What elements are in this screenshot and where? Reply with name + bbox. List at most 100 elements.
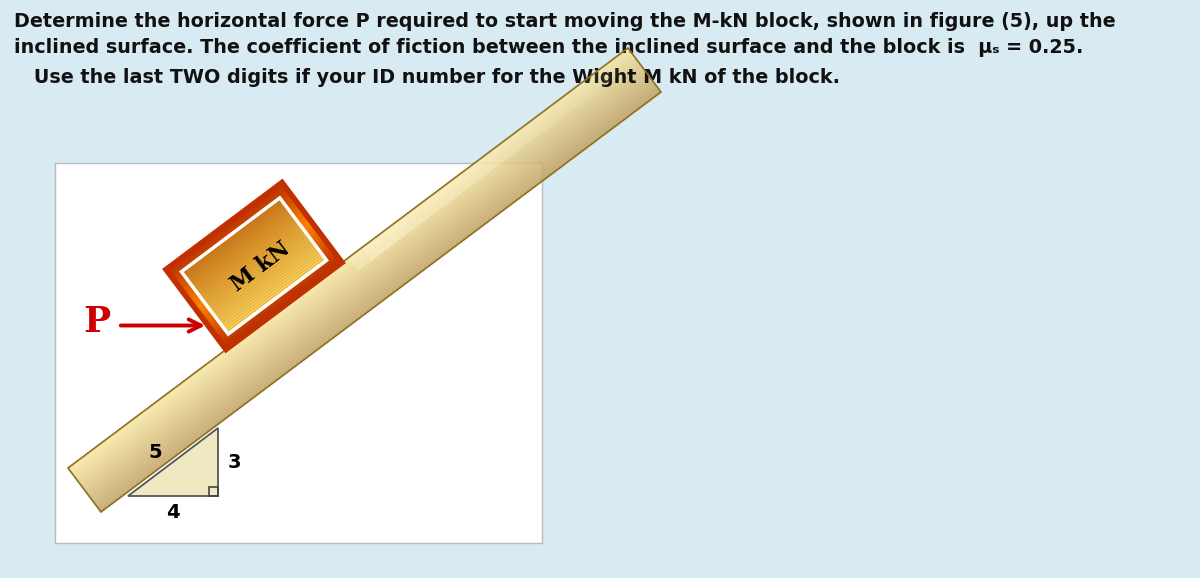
Polygon shape: [85, 71, 646, 491]
Polygon shape: [94, 83, 654, 503]
Polygon shape: [544, 90, 582, 124]
Polygon shape: [216, 244, 316, 320]
Text: Determine the horizontal force P required to start moving the M-kN block, shown : Determine the horizontal force P require…: [14, 12, 1116, 31]
Polygon shape: [76, 58, 636, 479]
Polygon shape: [82, 65, 642, 486]
Polygon shape: [77, 59, 637, 480]
Polygon shape: [488, 132, 526, 166]
Polygon shape: [184, 206, 301, 295]
Polygon shape: [73, 55, 634, 476]
Polygon shape: [166, 183, 342, 350]
Polygon shape: [78, 62, 640, 483]
Polygon shape: [217, 250, 335, 339]
Polygon shape: [216, 249, 334, 338]
Polygon shape: [70, 50, 630, 471]
Polygon shape: [95, 84, 655, 505]
Polygon shape: [200, 228, 318, 317]
Text: 5: 5: [148, 443, 162, 461]
Polygon shape: [390, 206, 428, 240]
Polygon shape: [212, 239, 312, 316]
Polygon shape: [188, 213, 306, 302]
Polygon shape: [175, 195, 293, 283]
Text: 4: 4: [166, 502, 180, 521]
Polygon shape: [77, 60, 637, 480]
Polygon shape: [474, 143, 512, 177]
Polygon shape: [205, 229, 305, 305]
Polygon shape: [74, 57, 635, 477]
Text: inclined surface. The coefficient of fiction between the inclined surface and th: inclined surface. The coefficient of fic…: [14, 38, 1084, 57]
Polygon shape: [212, 244, 330, 334]
Polygon shape: [193, 218, 311, 307]
Polygon shape: [205, 235, 323, 324]
Polygon shape: [558, 80, 596, 114]
Polygon shape: [82, 66, 642, 487]
Polygon shape: [77, 61, 638, 481]
Polygon shape: [362, 227, 400, 261]
Polygon shape: [98, 88, 659, 509]
Polygon shape: [83, 68, 643, 488]
Polygon shape: [348, 237, 386, 271]
Polygon shape: [84, 69, 644, 489]
Polygon shape: [178, 198, 295, 287]
Polygon shape: [192, 217, 310, 306]
Polygon shape: [169, 187, 287, 276]
Polygon shape: [71, 51, 631, 472]
Polygon shape: [90, 78, 652, 499]
Polygon shape: [76, 58, 636, 478]
Polygon shape: [78, 61, 638, 482]
Polygon shape: [376, 216, 414, 250]
Polygon shape: [100, 90, 660, 510]
Polygon shape: [418, 184, 456, 218]
Polygon shape: [223, 254, 324, 330]
Polygon shape: [204, 232, 322, 321]
Polygon shape: [224, 261, 342, 350]
Polygon shape: [181, 202, 299, 291]
Polygon shape: [211, 243, 329, 332]
Polygon shape: [200, 223, 300, 299]
Polygon shape: [180, 201, 298, 290]
Polygon shape: [190, 214, 307, 303]
Polygon shape: [202, 231, 319, 320]
Polygon shape: [222, 252, 322, 328]
Polygon shape: [88, 73, 648, 494]
Polygon shape: [86, 72, 647, 493]
Polygon shape: [187, 210, 305, 299]
Polygon shape: [202, 225, 301, 301]
Polygon shape: [404, 195, 442, 229]
Polygon shape: [211, 238, 311, 313]
Polygon shape: [168, 184, 286, 273]
Polygon shape: [516, 111, 554, 145]
Polygon shape: [217, 246, 317, 321]
Polygon shape: [208, 234, 308, 309]
Polygon shape: [432, 174, 470, 208]
Polygon shape: [74, 56, 635, 477]
Polygon shape: [170, 188, 288, 277]
Polygon shape: [206, 236, 324, 325]
Polygon shape: [187, 206, 288, 282]
Polygon shape: [166, 183, 283, 272]
Polygon shape: [97, 88, 659, 508]
Polygon shape: [572, 69, 610, 103]
Polygon shape: [198, 224, 314, 313]
Polygon shape: [460, 153, 498, 187]
Polygon shape: [95, 83, 655, 504]
Polygon shape: [206, 231, 306, 307]
Text: 3: 3: [227, 453, 241, 472]
Text: M kN: M kN: [227, 238, 295, 296]
Polygon shape: [80, 64, 641, 485]
Polygon shape: [208, 239, 325, 328]
Polygon shape: [96, 84, 656, 505]
Polygon shape: [181, 198, 281, 274]
Polygon shape: [79, 64, 640, 484]
Polygon shape: [92, 81, 653, 502]
Polygon shape: [222, 257, 340, 346]
Polygon shape: [197, 218, 296, 295]
Polygon shape: [79, 62, 640, 483]
Polygon shape: [182, 200, 283, 276]
Polygon shape: [91, 80, 653, 501]
Polygon shape: [72, 54, 632, 475]
Polygon shape: [191, 210, 290, 286]
Polygon shape: [214, 242, 314, 317]
Polygon shape: [218, 248, 319, 324]
Polygon shape: [90, 77, 650, 497]
